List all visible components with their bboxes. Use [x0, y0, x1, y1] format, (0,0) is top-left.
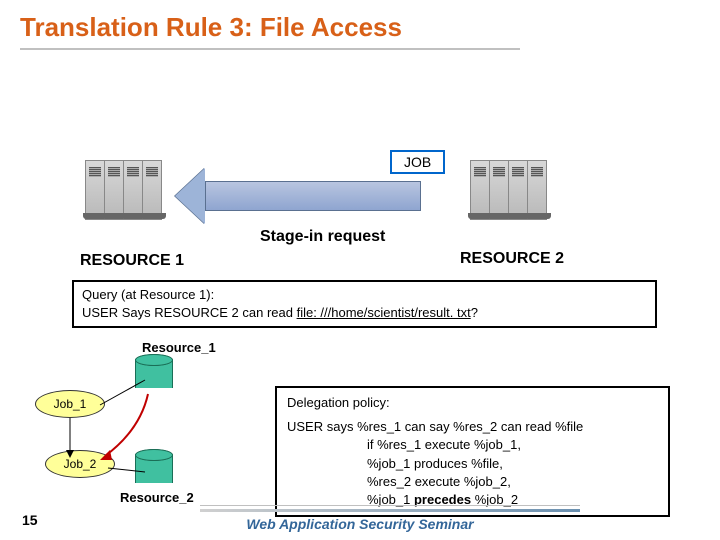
job1-oval: Job_1	[35, 390, 105, 418]
query-line1: Query (at Resource 1):	[82, 286, 647, 304]
footer-text: Web Application Security Seminar	[0, 516, 720, 532]
resource-2-label: RESOURCE 2	[460, 250, 564, 268]
footer-rule-thick	[200, 509, 580, 512]
footer-rule-thin	[200, 505, 580, 506]
policy-l5: %job_1 precedes %job_2	[287, 491, 658, 509]
resource-1-label: RESOURCE 1	[80, 252, 184, 270]
delegation-policy-box: Delegation policy: USER says %res_1 can …	[275, 386, 670, 517]
policy-l2: if %res_1 execute %job_1,	[287, 436, 658, 454]
query-box: Query (at Resource 1): USER Says RESOURC…	[72, 280, 657, 328]
policy-header: Delegation policy:	[287, 394, 658, 412]
policy-l1: USER says %res_1 can say %res_2 can read…	[287, 418, 658, 436]
policy-l3: %job_1 produces %file,	[287, 455, 658, 473]
query-line2: USER Says RESOURCE 2 can read file: ///h…	[82, 304, 647, 322]
server-rack-right	[470, 160, 546, 225]
stage-in-arrow	[175, 168, 421, 224]
job2-oval: Job_2	[45, 450, 115, 478]
resource2-small-label: Resource_2	[120, 490, 194, 505]
title-underline	[20, 48, 520, 50]
server-rack-left	[85, 160, 161, 225]
resource1-small-label: Resource_1	[142, 340, 216, 355]
diagram-connectors	[30, 350, 230, 510]
stage-in-label: Stage-in request	[260, 228, 385, 246]
policy-l4: %res_2 execute %job_2,	[287, 473, 658, 491]
slide-title: Translation Rule 3: File Access	[20, 12, 402, 43]
